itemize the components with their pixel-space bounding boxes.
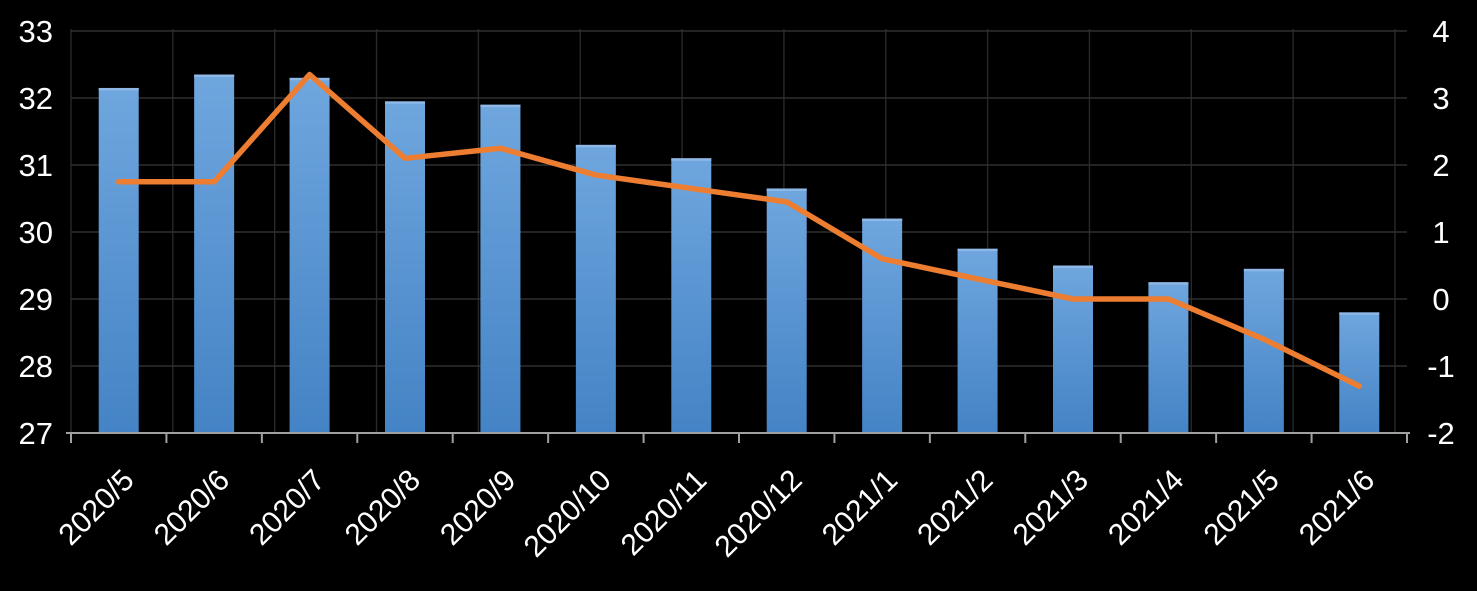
x-axis-tick-label: 2021/4 bbox=[1102, 464, 1190, 552]
left-axis-tick-label: 27 bbox=[19, 416, 53, 451]
left-axis-tick-label: 31 bbox=[19, 148, 53, 183]
bar-2020/12 bbox=[766, 188, 807, 433]
bar-2021/3 bbox=[1053, 265, 1093, 433]
x-axis-tick-label: 2020/6 bbox=[148, 464, 236, 552]
bar-2020/9 bbox=[480, 104, 521, 433]
x-axis-tick-label: 2020/7 bbox=[243, 464, 331, 552]
left-axis-labels: 33 32 31 30 29 28 27 bbox=[19, 14, 53, 451]
x-axis-tick-label: 2021/5 bbox=[1198, 464, 1286, 552]
left-axis-tick-label: 28 bbox=[19, 349, 53, 384]
left-axis-tick-label: 33 bbox=[19, 14, 53, 49]
bar-2021/5 bbox=[1243, 268, 1284, 433]
line-series bbox=[115, 71, 1363, 389]
x-axis bbox=[66, 432, 1410, 443]
x-axis-tick-label: 2020/8 bbox=[339, 464, 427, 552]
left-axis-tick-label: 30 bbox=[19, 215, 53, 250]
right-axis-tick-label: 2 bbox=[1432, 148, 1449, 183]
bar-2021/6 bbox=[1339, 312, 1380, 433]
x-axis-tick-label: 2021/3 bbox=[1007, 464, 1095, 552]
right-axis-tick-label: -1 bbox=[1427, 349, 1455, 384]
x-axis-tick-label: 2020/11 bbox=[615, 464, 713, 562]
left-axis-tick-label: 29 bbox=[19, 282, 53, 317]
x-axis-tick-label: 2021/1 bbox=[816, 464, 904, 552]
right-axis-tick-label: -2 bbox=[1427, 416, 1455, 451]
right-axis-tick-label: 4 bbox=[1432, 14, 1449, 49]
x-axis-tick-label: 2021/2 bbox=[911, 464, 999, 552]
bar-2020/6 bbox=[194, 74, 235, 434]
x-axis-tick-label: 2020/10 bbox=[518, 464, 618, 564]
bar-2021/1 bbox=[862, 218, 903, 433]
bar-2020/5 bbox=[98, 87, 139, 433]
right-axis-tick-label: 0 bbox=[1432, 282, 1449, 317]
bar-2020/7 bbox=[289, 77, 330, 434]
x-axis-labels: 2020/5 2020/6 2020/7 2020/8 2020/92020/10202… bbox=[52, 464, 1381, 564]
x-axis-tick-label: 2020/5 bbox=[52, 464, 140, 552]
x-axis-tick-label: 2021/6 bbox=[1293, 464, 1381, 552]
vertical-gridlines bbox=[70, 29, 1396, 433]
right-axis-tick-label: 3 bbox=[1432, 81, 1449, 116]
bar-2020/8 bbox=[385, 101, 425, 433]
left-axis-tick-label: 32 bbox=[19, 81, 53, 116]
x-axis-tick-label: 2020/12 bbox=[709, 464, 809, 564]
right-axis-tick-label: 1 bbox=[1432, 215, 1449, 250]
bar-series bbox=[98, 74, 1380, 434]
right-axis-labels: 4 3 2 1 0 -1 -2 bbox=[1427, 14, 1455, 451]
bar-2020/10 bbox=[575, 144, 616, 433]
line-series-path bbox=[115, 71, 1363, 389]
bar-2020/11 bbox=[671, 158, 712, 434]
x-axis-tick-label: 2020/9 bbox=[434, 464, 522, 552]
